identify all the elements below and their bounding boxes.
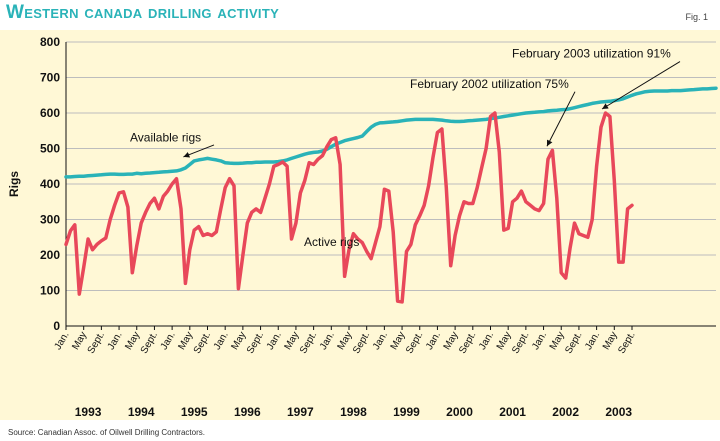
annotation-feb-2002: February 2002 utilization 75% [410, 77, 569, 91]
y-tick-label: 100 [40, 284, 60, 298]
year-label: 1993 [75, 405, 102, 419]
x-tick-label: Jan. [212, 330, 231, 352]
year-label: 2003 [605, 405, 632, 419]
x-tick-label: Jan. [530, 330, 549, 352]
y-tick-label: 600 [40, 106, 60, 120]
annotation-arrow-available [183, 144, 215, 158]
y-tick-label: 700 [40, 71, 60, 85]
x-tick-label: Sept. [139, 330, 160, 356]
annotations: Available rigs Active rigs February 2002 u… [130, 46, 681, 249]
x-tick-label: Sept. [616, 330, 637, 356]
x-tick-label: Jan. [159, 330, 178, 352]
x-tick-label: Jan. [371, 330, 390, 352]
x-tick-label: Sept. [86, 330, 107, 356]
y-tick-label: 400 [40, 177, 60, 191]
x-tick-label: Jan. [318, 330, 337, 352]
y-tick-label: 500 [40, 142, 60, 156]
year-label: 1999 [393, 405, 420, 419]
x-tick-label: Sept. [245, 330, 266, 356]
year-label: 1997 [287, 405, 314, 419]
annotation-arrow-feb-2003 [601, 61, 681, 110]
x-tick-label: Sept. [457, 330, 478, 356]
x-tick-label: Jan. [424, 330, 443, 352]
tick-labels: 0100200300400500600700800RigsJan.MaySept… [7, 35, 638, 419]
year-label: 2000 [446, 405, 473, 419]
axes [65, 42, 716, 330]
y-tick-label: 300 [40, 213, 60, 227]
year-label: 1996 [234, 405, 261, 419]
year-label: 1995 [181, 405, 208, 419]
x-tick-label: Jan. [106, 330, 125, 352]
x-tick-label: Sept. [510, 330, 531, 356]
x-tick-label: Sept. [404, 330, 425, 356]
series-line-active-rigs [64, 111, 634, 304]
year-label: 1994 [128, 405, 155, 419]
y-tick-label: 800 [40, 35, 60, 49]
source-note: Source: Canadian Assoc. of Oilwell Drill… [8, 428, 205, 437]
year-label: 2002 [552, 405, 579, 419]
chart-svg: 0100200300400500600700800RigsJan.MaySept… [7, 35, 718, 419]
x-tick-label: Sept. [298, 330, 319, 356]
x-tick-label: Jan. [583, 330, 602, 352]
x-tick-label: Jan. [477, 330, 496, 352]
y-tick-label: 200 [40, 248, 60, 262]
y-axis-title: Rigs [7, 171, 21, 197]
x-tick-label: Sept. [563, 330, 584, 356]
series-line-available-rigs [64, 86, 718, 179]
x-tick-label: Sept. [351, 330, 372, 356]
chart-panel: 0 100 200 300 400 500 600 700 800 Rigs Jan. May Sept… [0, 30, 720, 420]
year-label: 1998 [340, 405, 367, 419]
year-label: 2001 [499, 405, 526, 419]
annotation-feb-2003: February 2003 utilization 91% [512, 46, 671, 60]
y-tick-label: 0 [53, 319, 60, 333]
annotation-active-rigs: Active rigs [304, 235, 359, 249]
x-tick-label: Jan. [53, 330, 72, 352]
annotation-available-rigs: Available rigs [130, 130, 201, 144]
x-tick-label: Sept. [192, 330, 213, 356]
grid-lines [66, 41, 716, 327]
x-tick-label: Jan. [265, 330, 284, 352]
series-lines [64, 86, 718, 304]
chart-title: Western canada drilling activity [6, 2, 280, 23]
figure-number: Fig. 1 [685, 12, 708, 22]
annotation-arrow-feb-2002 [546, 91, 576, 147]
